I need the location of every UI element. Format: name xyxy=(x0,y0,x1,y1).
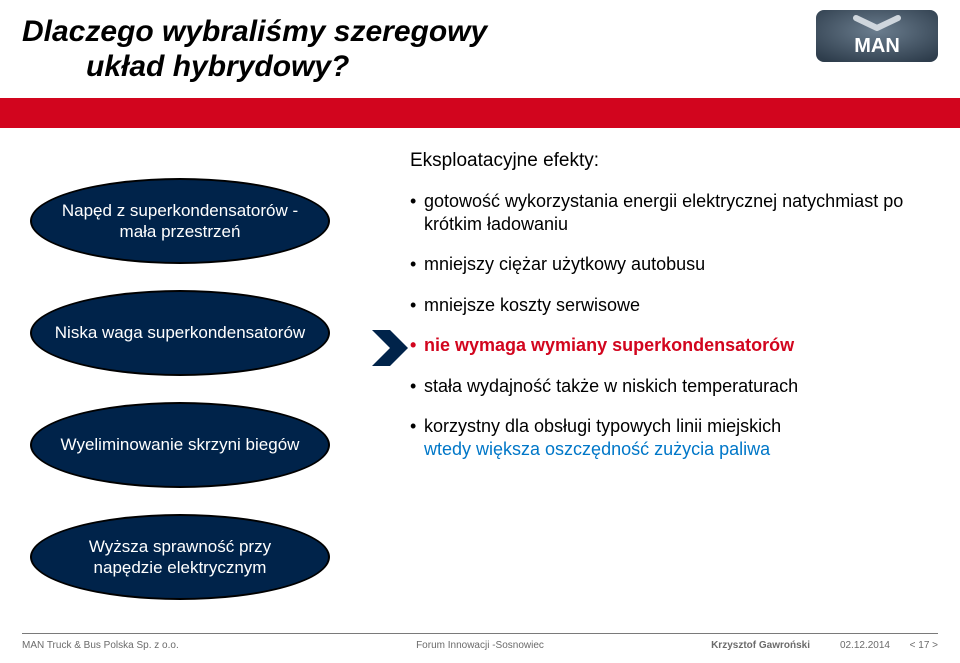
title-line-1: Dlaczego wybraliśmy szeregowy xyxy=(22,14,487,49)
effects-list: gotowość wykorzystania energii elektrycz… xyxy=(410,190,930,460)
oval-3-text: Wyeliminowanie skrzyni biegów xyxy=(61,434,300,455)
effects-column: Eksploatacyjne efekty: gotowość wykorzys… xyxy=(410,150,930,478)
footer-author: Krzysztof Gawroński xyxy=(711,640,810,651)
oval-2-text: Niska waga superkondensatorów xyxy=(55,322,305,343)
footer-separator xyxy=(22,633,938,634)
slide: Dlaczego wybraliśmy szeregowy układ hybr… xyxy=(0,0,960,663)
slide-title: Dlaczego wybraliśmy szeregowy układ hybr… xyxy=(22,14,487,85)
oval-4-text: Wyższa sprawność przy napędzie elektrycz… xyxy=(54,536,306,579)
effect-item-5: stała wydajność także w niskich temperat… xyxy=(410,375,930,398)
effect-item-1: gotowość wykorzystania energii elektrycz… xyxy=(410,190,930,235)
svg-text:MAN: MAN xyxy=(854,35,900,57)
effects-heading: Eksploatacyjne efekty: xyxy=(410,150,930,172)
effect-item-6: korzystny dla obsługi typowych linii mie… xyxy=(410,415,930,460)
arrow-icon xyxy=(370,328,410,368)
footer: MAN Truck & Bus Polska Sp. z o.o. Forum … xyxy=(0,633,960,663)
footer-date: 02.12.2014 xyxy=(840,640,890,651)
red-separator-bar xyxy=(0,98,960,128)
footer-page-number: < 17 > xyxy=(910,640,938,651)
title-line-2: układ hybrydowy? xyxy=(22,49,487,84)
effect-text-3: mniejsze koszty serwisowe xyxy=(424,295,640,315)
ovals-column: Napęd z superkondensatorów - mała przest… xyxy=(30,178,350,626)
man-logo: MAN xyxy=(816,10,938,62)
effect-text-4: nie wymaga wymiany superkondensatorów xyxy=(424,335,794,355)
effect-item-2: mniejszy ciężar użytkowy autobusu xyxy=(410,253,930,276)
effect-text-5: stała wydajność także w niskich temperat… xyxy=(424,376,798,396)
footer-event: Forum Innowacji -Sosnowiec xyxy=(0,640,960,651)
effect-text-1: gotowość wykorzystania energii elektrycz… xyxy=(424,191,903,234)
effect-text-2: mniejszy ciężar użytkowy autobusu xyxy=(424,254,705,274)
oval-1-text: Napęd z superkondensatorów - mała przest… xyxy=(54,200,306,243)
effect-item-4: nie wymaga wymiany superkondensatorów xyxy=(410,334,930,357)
effect-text-6: korzystny dla obsługi typowych linii mie… xyxy=(424,416,781,436)
effect-text-6-suffix: wtedy większa oszczędność zużycia paliwa xyxy=(424,439,770,459)
oval-1: Napęd z superkondensatorów - mała przest… xyxy=(30,178,330,264)
effect-item-3: mniejsze koszty serwisowe xyxy=(410,294,930,317)
oval-3: Wyeliminowanie skrzyni biegów xyxy=(30,402,330,488)
oval-2: Niska waga superkondensatorów xyxy=(30,290,330,376)
oval-4: Wyższa sprawność przy napędzie elektrycz… xyxy=(30,514,330,600)
